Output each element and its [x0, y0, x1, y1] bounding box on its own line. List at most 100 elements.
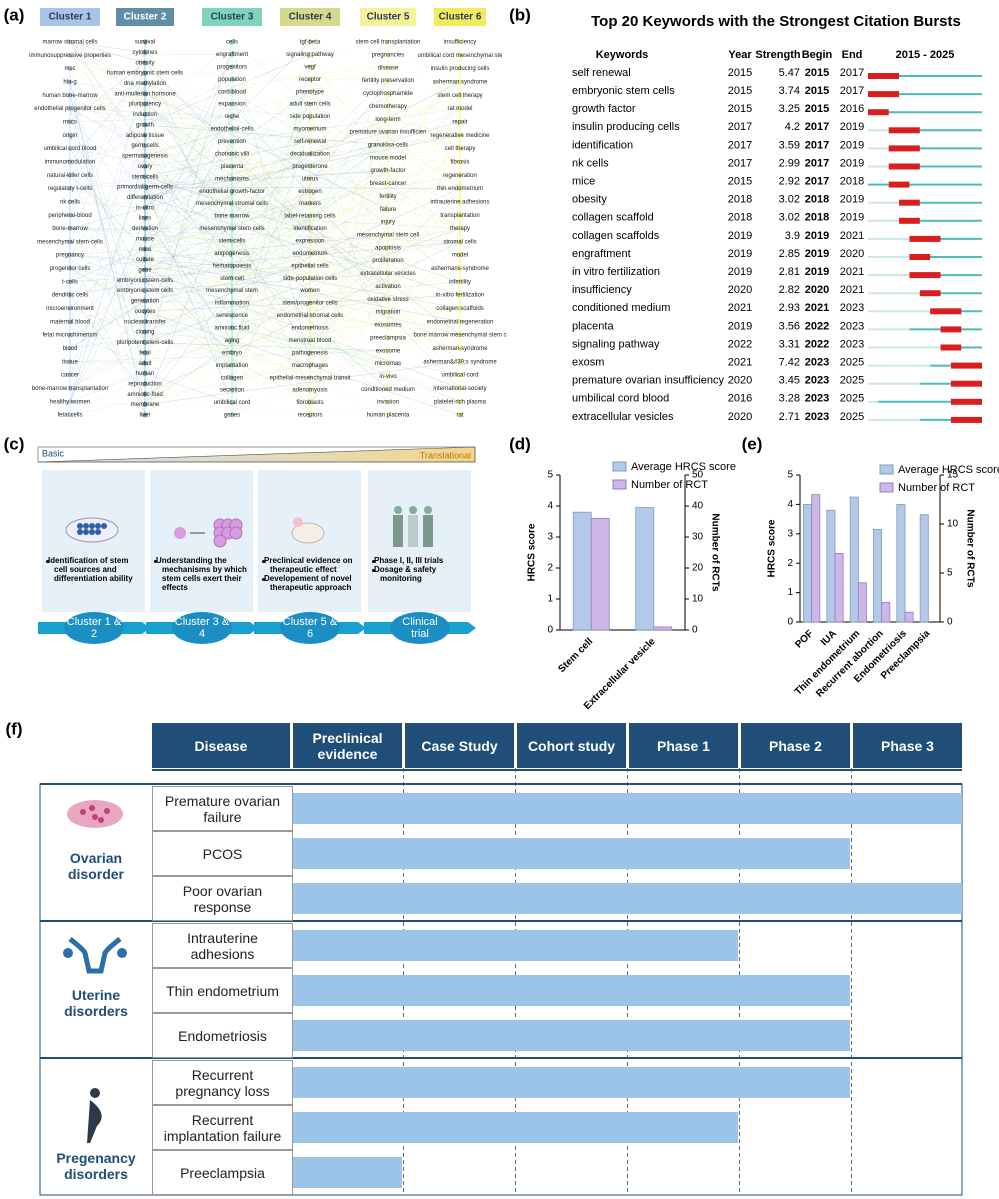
keyword-label: epithelial cells: [291, 263, 328, 269]
keyword-node: [67, 39, 73, 45]
keyword-label: apoptosis: [375, 245, 401, 251]
network-edge: [144, 186, 233, 254]
begin: 2019: [805, 248, 829, 260]
keyword-label: women: [299, 288, 319, 294]
keyword-label: cytokines: [132, 50, 157, 56]
keyword-label: niche: [225, 114, 240, 120]
keyword-node: [142, 70, 148, 76]
network-edge: [69, 228, 233, 242]
keyword-label: proliferation: [372, 258, 403, 264]
keyword-node: [142, 194, 148, 200]
cluster-header: [360, 8, 416, 26]
network-edge: [69, 170, 389, 189]
burst-bar: [950, 398, 982, 405]
network-edge: [309, 240, 461, 322]
network-edge: [69, 373, 146, 402]
network-edge: [144, 331, 233, 341]
bar: [572, 511, 592, 631]
keyword-node: [385, 65, 391, 71]
end: 2025: [840, 357, 864, 369]
keyword-node: [307, 313, 313, 319]
begin: 2015: [805, 85, 829, 97]
network-edge: [69, 41, 233, 279]
network-edge: [231, 135, 461, 180]
stage-label: Cluster 5 & 6: [282, 616, 338, 640]
network-edge: [231, 104, 389, 287]
burst-bar: [888, 181, 910, 188]
keyword-label: peripheral-blood: [48, 213, 91, 219]
network-edge: [69, 268, 233, 366]
stage-label: Cluster 1 & 2: [66, 616, 122, 640]
keyword-node: [307, 89, 313, 95]
network-edge: [144, 190, 311, 271]
end: 2021: [840, 230, 864, 242]
ovary: [63, 948, 73, 958]
network-edge: [144, 259, 461, 322]
keyword-node: [385, 283, 391, 289]
keyword-node: [307, 151, 313, 157]
progress-bar: [293, 883, 962, 914]
keyword-label: immunosuppressive properties: [29, 53, 111, 59]
network-edge: [69, 265, 233, 296]
keyword: self renewal: [572, 67, 631, 79]
network-edge: [231, 153, 311, 229]
y2-tick-label: 20: [692, 563, 704, 574]
network-edge: [69, 68, 146, 208]
keyword-node: [67, 359, 73, 365]
network-edge: [144, 83, 233, 242]
network-edge: [144, 217, 233, 341]
network-edge: [69, 207, 146, 322]
network-edge: [309, 79, 461, 189]
network-edge: [69, 265, 311, 283]
network-edge: [387, 209, 461, 296]
network-edge: [144, 81, 461, 240]
keyword: conditioned medium: [572, 302, 670, 314]
panel-label: (c): [4, 434, 25, 453]
network-edge: [387, 311, 461, 336]
keyword-label: mouse: [136, 236, 155, 242]
person-body: [87, 1100, 102, 1143]
network-edge: [144, 141, 233, 260]
keyword-node: [457, 239, 463, 245]
mouse-icon: [291, 522, 325, 544]
network-edge: [69, 55, 461, 336]
keyword-label: embryonic stem-cells: [117, 278, 173, 284]
y-tick-label: 4: [787, 499, 793, 510]
keyword-node: [457, 265, 463, 271]
keyword-label: cyclophosphamide: [363, 91, 413, 97]
y-axis-label: HRCS score: [527, 523, 538, 581]
keyword-label: mscs: [63, 120, 77, 126]
network-edge: [144, 273, 389, 281]
keyword-label: asherman&#39;s syndrome: [423, 359, 497, 365]
network-edge: [144, 62, 311, 403]
end: 2019: [840, 212, 864, 224]
network-edge: [69, 52, 146, 216]
network-edge: [309, 153, 461, 256]
keyword-label: mesenchymal stem: [206, 288, 258, 294]
keyword: placenta: [572, 320, 614, 332]
network-edge: [69, 108, 146, 374]
network-edge: [144, 342, 389, 351]
keyword-node: [307, 325, 313, 331]
network-edge: [69, 108, 233, 117]
year: 2016: [728, 393, 752, 405]
network-edge: [144, 217, 311, 279]
keyword-label: endometrial regeneration: [427, 319, 494, 325]
keyword-label: adenomyosis: [292, 388, 327, 394]
bar: [896, 503, 906, 623]
keyword-node: [142, 257, 148, 263]
keyword-node: [307, 238, 313, 244]
translational-label: Translational: [420, 450, 471, 460]
keyword-label: derivation: [132, 226, 158, 232]
network-edge: [144, 311, 461, 416]
strength: 2.85: [779, 248, 800, 260]
cell-icon: [89, 523, 95, 529]
network-edge: [144, 214, 461, 416]
network-edge: [144, 228, 389, 274]
network-edge: [231, 241, 461, 279]
network-edge: [69, 72, 146, 163]
keyword-label: fetal: [139, 350, 150, 356]
network-edge: [69, 83, 146, 322]
network-edge: [144, 124, 389, 146]
keyword-node: [457, 159, 463, 165]
